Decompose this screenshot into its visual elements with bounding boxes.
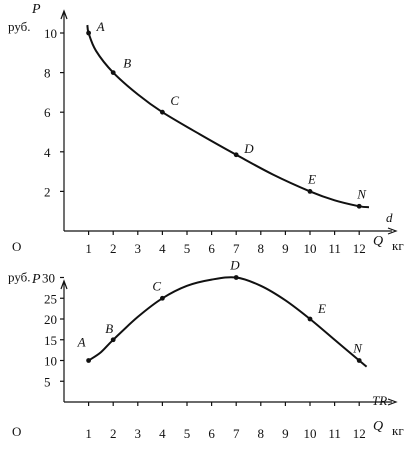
panel-1-x-tick-label: 1 [85, 241, 92, 256]
panel-1-point-label-b: B [123, 56, 131, 71]
panel-2-point-b [110, 337, 116, 343]
panel-1-y-tick-label: 2 [44, 184, 51, 199]
panel-1-x-tick-label: 6 [208, 241, 215, 256]
panel-1-y-axis-unit: руб. [8, 19, 31, 34]
panel-2-x-axis-arrow [387, 398, 398, 406]
panel-2-y-tick-label: 15 [44, 333, 57, 348]
panel-2-y-tick-label: 25 [44, 291, 57, 306]
panel-1-point-n [356, 203, 362, 209]
panel-2-y-axis-label: P [31, 272, 41, 287]
panel-1-point-label-e: E [307, 171, 316, 186]
panel-2-point-label-c: C [152, 278, 161, 293]
panel-2-x-tick-label: 10 [304, 426, 317, 441]
panel-2-x-axis-label: Q [373, 419, 383, 434]
panel-2-x-tick-label: 6 [208, 426, 215, 441]
panel-2-x-tick-label: 12 [353, 426, 366, 441]
panel-1-y-axis-label: P [31, 2, 41, 17]
panel-2-y-tick-label: 20 [44, 312, 57, 327]
panel-1-point-e [307, 189, 313, 194]
panel-2-point-label-e: E [317, 301, 326, 316]
panel-1-origin-label: O [12, 239, 21, 254]
panel-1-y-tick-label: 4 [44, 145, 51, 160]
panel-1-y-tick-label: 6 [44, 105, 51, 120]
panel-1-x-tick-label: 7 [233, 241, 240, 256]
panel-1-x-axis-label: Q [373, 234, 383, 249]
panel-2-point-label-n: N [352, 341, 363, 356]
panel-2-y-tick-label: 10 [44, 354, 57, 369]
panel-2-point-label-b: B [105, 321, 113, 336]
panel-2-y-axis-unit: руб. [8, 270, 31, 285]
panel-1-point-d [233, 152, 239, 158]
panel-2-x-tick-label: 8 [258, 426, 265, 441]
panel-2-origin-label: O [12, 424, 21, 439]
panel-1-x-axis-arrow [387, 227, 398, 235]
panel-2-curve-label: TR [372, 393, 387, 408]
panel-2-x-tick-label: 11 [328, 426, 341, 441]
panel-1-curve-d [86, 24, 370, 209]
panel-2-point-e [307, 316, 313, 322]
panel-1-x-tick-label: 2 [110, 241, 117, 256]
panel-1-x-tick-label: 3 [135, 241, 142, 256]
panel-2-point-c [160, 295, 165, 301]
panel-1-curve-label: d [386, 210, 393, 225]
panel-2-y-tick-label: 5 [44, 374, 51, 389]
panel-2-x-tick-label: 5 [184, 426, 191, 441]
panel-2-x-axis-unit: кг [392, 423, 404, 438]
panel-1-y-axis-arrow [60, 9, 68, 20]
panel-2-y-axis-arrow [60, 279, 68, 290]
panel-1-point-label-d: D [243, 141, 254, 156]
panel-2-y-tick-label: 30 [42, 271, 55, 286]
panel-1-point-label-n: N [356, 186, 367, 201]
panel-1-x-tick-label: 4 [159, 241, 166, 256]
panel-1-x-tick-label: 5 [184, 241, 191, 256]
panel-1-x-tick-label: 9 [282, 241, 289, 256]
panel-2-x-tick-label: 4 [159, 426, 166, 441]
panel-2-x-tick-label: 1 [85, 426, 92, 441]
panel-2-x-tick-label: 7 [233, 426, 240, 441]
panel-2-point-label-d: D [229, 258, 240, 273]
panel-1-x-tick-label: 10 [304, 241, 317, 256]
panel-1-x-tick-label: 11 [328, 241, 341, 256]
panel-2-point-label-a: A [77, 335, 86, 350]
panel-1-point-b [110, 70, 116, 75]
panel-2-x-tick-label: 2 [110, 426, 117, 441]
panel-1-point-label-a: A [96, 19, 105, 34]
panel-1-x-axis-unit: кг [392, 238, 404, 253]
panel-1-y-tick-label: 8 [44, 66, 51, 81]
panel-2-point-d [233, 275, 239, 280]
panel-2-curve-tr [88, 276, 368, 368]
panel-2-point-n [356, 358, 362, 363]
panel-2-x-tick-label: 3 [135, 426, 142, 441]
panel-2-point-a [86, 358, 91, 363]
panel-2-x-tick-label: 9 [282, 426, 289, 441]
panel-1-point-a [86, 30, 91, 36]
panel-1-x-tick-label: 12 [353, 241, 366, 256]
panel-1-point-c [160, 109, 165, 115]
panel-1-y-tick-label: 10 [44, 26, 57, 41]
panel-1-point-label-c: C [170, 93, 179, 108]
panel-1-x-tick-label: 8 [258, 241, 265, 256]
